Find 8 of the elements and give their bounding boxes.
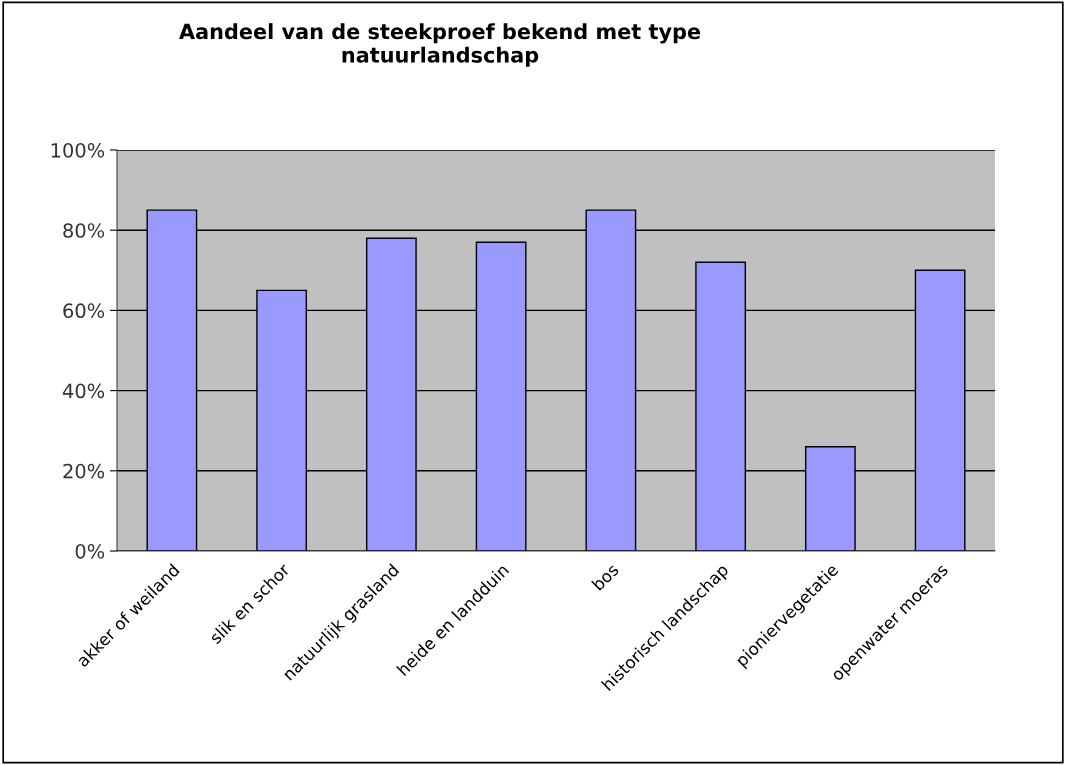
x-tick-label: bos <box>591 562 620 591</box>
chart-title: Aandeel van de steekproef bekend met type natuurlandschap <box>179 23 701 67</box>
y-tick-label: 0% <box>75 543 105 559</box>
y-tick-label: 60% <box>63 303 105 319</box>
y-tick-label: 20% <box>63 463 105 479</box>
y-tick-label: 80% <box>63 223 105 238</box>
y-tick-label: 40% <box>62 383 105 399</box>
y-tick-label: 100% <box>51 142 105 158</box>
